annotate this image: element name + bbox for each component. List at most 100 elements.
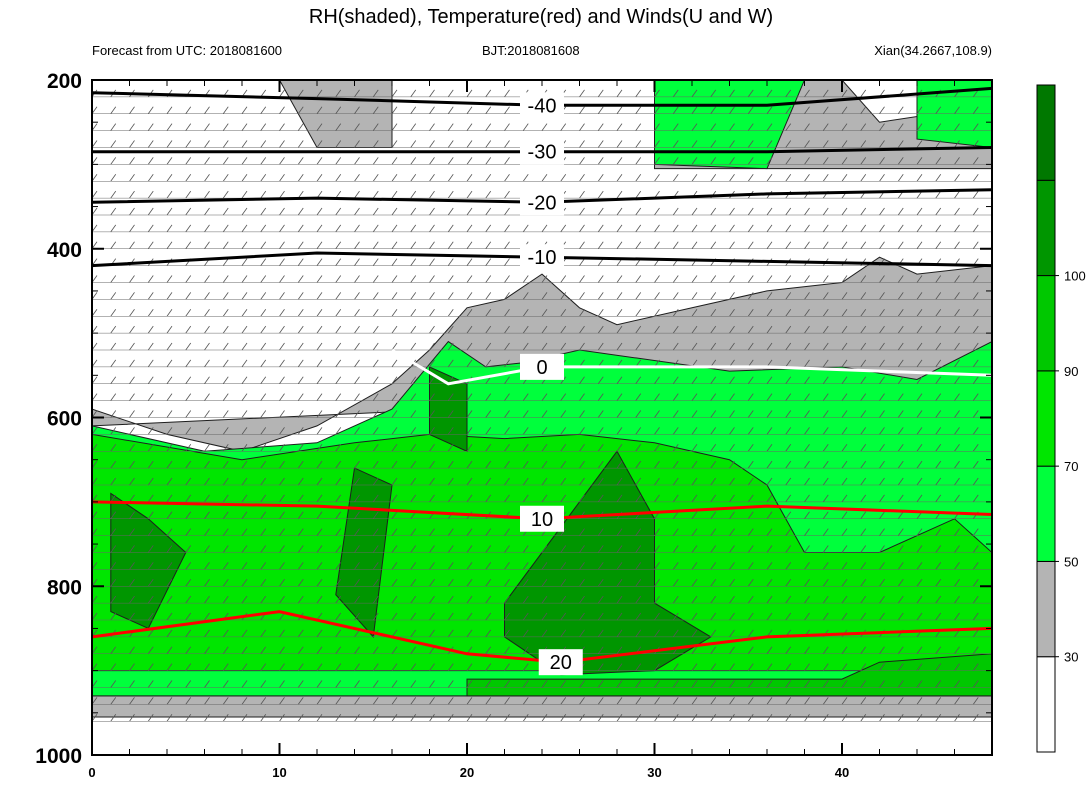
wind-barb [654,494,660,503]
wind-barb [879,80,880,81]
wind-barb [766,477,773,486]
wind-barb [747,157,754,165]
wind-barb [729,680,735,688]
wind-barb [185,275,192,283]
wind-barb [710,528,717,536]
wind-barb [729,207,735,216]
wind-barb [222,444,229,452]
wind-barb [616,714,623,722]
wind-barb [879,410,885,418]
wind-barb [147,309,154,317]
wind-barb [504,376,510,384]
wind-barb [597,579,604,587]
wind-barb [447,190,454,199]
wind-barb [372,89,379,98]
wind-barb [391,595,398,604]
wind-barb [897,460,904,469]
wind-barb [635,427,642,435]
wind-barb [241,376,248,384]
wind-barb [204,224,210,233]
wind-barb [297,697,304,705]
wind-barb [766,444,773,452]
wind-barb [841,157,848,165]
wind-barb [410,224,417,233]
wind-barb [897,427,904,435]
wind-barb [597,325,604,334]
wind-barb [316,629,323,638]
wind-barb [260,123,267,131]
wind-barb [729,697,735,705]
wind-barb [785,376,792,384]
wind-barb [841,460,848,469]
wind-barb [860,477,867,486]
wind-barb [879,427,885,435]
wind-barb [710,697,717,705]
wind-barb [579,595,585,604]
wind-barb [654,376,660,384]
wind-barb [354,80,355,81]
x-tick-label: 10 [272,765,286,780]
wind-barb [860,460,867,469]
wind-barb [822,477,829,486]
wind-barb [297,545,304,553]
wind-barb [598,80,599,81]
wind-barb [804,595,810,604]
wind-barb [504,646,510,654]
wind-barb [616,292,623,300]
wind-barb [147,427,154,435]
wind-barb [672,444,679,452]
wind-barb [785,359,792,368]
wind-barb [916,714,923,722]
wind-barb [860,494,867,503]
wind-barb [541,595,548,604]
wind-barb [672,207,679,216]
wind-barb [729,494,735,503]
wind-barb [316,494,323,503]
wind-barb [672,579,679,587]
wind-barb [785,241,792,249]
wind-barb [447,207,454,216]
wind-barb [635,123,642,131]
wind-barb [897,680,904,688]
wind-barb [654,207,660,216]
wind-barb [672,427,679,435]
wind-barb [691,123,698,131]
wind-barb [522,680,529,688]
wind-barb [616,207,623,216]
wind-barb [766,309,773,317]
wind-barb [654,275,660,283]
wind-barb [147,174,154,182]
wind-barb [260,595,267,604]
wind-barb [110,697,117,705]
wind-barb [916,376,923,384]
wind-barb [616,157,623,165]
wind-barb [429,190,435,199]
wind-barb [597,275,604,283]
wind-barb [260,663,267,671]
wind-barb [842,80,843,81]
wind-barb [260,562,267,570]
y-tick-label: 200 [47,70,82,93]
wind-barb [879,174,885,182]
wind-barb [635,342,642,351]
wind-barb [672,106,679,114]
wind-barb [279,309,285,317]
wind-barb [279,275,285,283]
wind-barb [316,460,323,469]
wind-barb [297,410,304,418]
wind-barb [635,595,642,604]
wind-barb [335,241,342,249]
wind-barb [579,258,585,266]
wind-barb [410,174,417,182]
wind-barb [279,494,285,503]
wind-barb [391,460,398,469]
wind-barb [110,562,117,570]
wind-barb [579,612,585,621]
wind-barb [785,80,787,81]
wind-barb [110,140,117,148]
wind-barb [579,207,585,216]
wind-barb [579,106,585,114]
wind-barb [410,714,417,722]
wind-barb [204,123,210,131]
